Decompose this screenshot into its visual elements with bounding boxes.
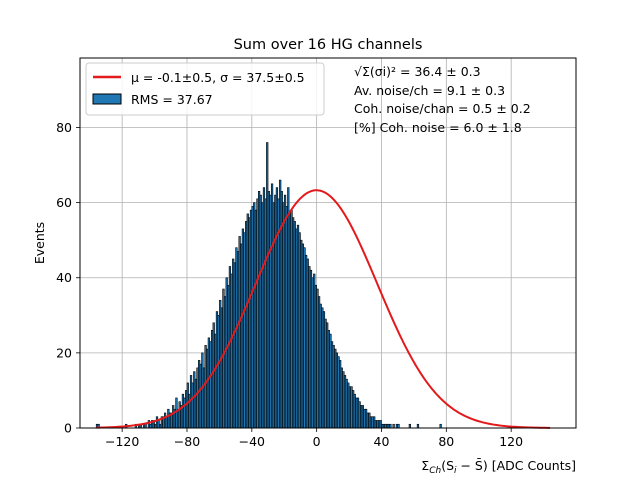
legend-fit-label: μ = -0.1±0.5, σ = 37.5±0.5: [131, 70, 305, 85]
histogram-bar: [389, 423, 392, 429]
annotation-coh-noise-pct: [%] Coh. noise = 6.0 ± 1.8: [354, 120, 522, 135]
x-label-paren: (S: [441, 458, 454, 473]
y-tick-label: 40: [56, 270, 72, 285]
histogram-bar: [439, 423, 442, 429]
legend-hist-label: RMS = 37.67: [131, 92, 213, 107]
x-label-sub: Ch: [429, 466, 441, 476]
x-tick-label: 40: [374, 434, 390, 449]
x-axis-label: ΣCh(Si − S̄) [ADC Counts]: [421, 458, 576, 476]
histogram-bar: [408, 423, 411, 429]
y-tick-label: 20: [56, 345, 72, 360]
legend-box: [85, 62, 325, 116]
legend: μ = -0.1±0.5, σ = 37.5±0.5 RMS = 37.67: [85, 62, 325, 116]
histogram-bar: [392, 423, 395, 429]
x-label-tail: − S̄) [ADC Counts]: [457, 458, 576, 473]
x-label-sub2: i: [454, 466, 457, 476]
y-axis-ticks: 0 20 40 60 80: [56, 120, 80, 436]
x-tick-label: −80: [174, 434, 200, 449]
gaussian-fit-curve: [96, 189, 551, 429]
x-tick-label: −40: [239, 434, 265, 449]
x-axis-ticks: −120 −80 −40 0 40 80 120: [105, 428, 523, 449]
annotation-sqrt-sum: √Σ(σi)² = 36.4 ± 0.3: [354, 64, 481, 79]
histogram-bars: [95, 142, 442, 429]
x-tick-label: 80: [438, 434, 454, 449]
x-label-sigma: Σ: [421, 458, 429, 473]
plot-frame: [79, 57, 577, 429]
x-tick-label: 0: [313, 434, 321, 449]
histogram-bar: [144, 423, 147, 429]
chart-title: Sum over 16 HG channels: [234, 37, 423, 53]
annotation-av-noise: Av. noise/ch = 9.1 ± 0.3: [354, 83, 505, 98]
y-axis-label: Events: [32, 222, 47, 264]
legend-hist-swatch: [92, 93, 122, 105]
y-tick-label: 80: [56, 120, 72, 135]
y-tick-label: 0: [64, 421, 72, 436]
histogram-bar: [416, 423, 420, 429]
annotation-coh-noise-chan: Coh. noise/chan = 0.5 ± 0.2: [354, 101, 531, 116]
y-tick-label: 60: [56, 195, 72, 210]
stats-annotations: √Σ(σi)² = 36.4 ± 0.3 Av. noise/ch = 9.1 …: [354, 64, 531, 135]
x-tick-label: −120: [105, 434, 139, 449]
histogram-bar: [397, 423, 400, 429]
x-tick-label: 120: [499, 434, 523, 449]
